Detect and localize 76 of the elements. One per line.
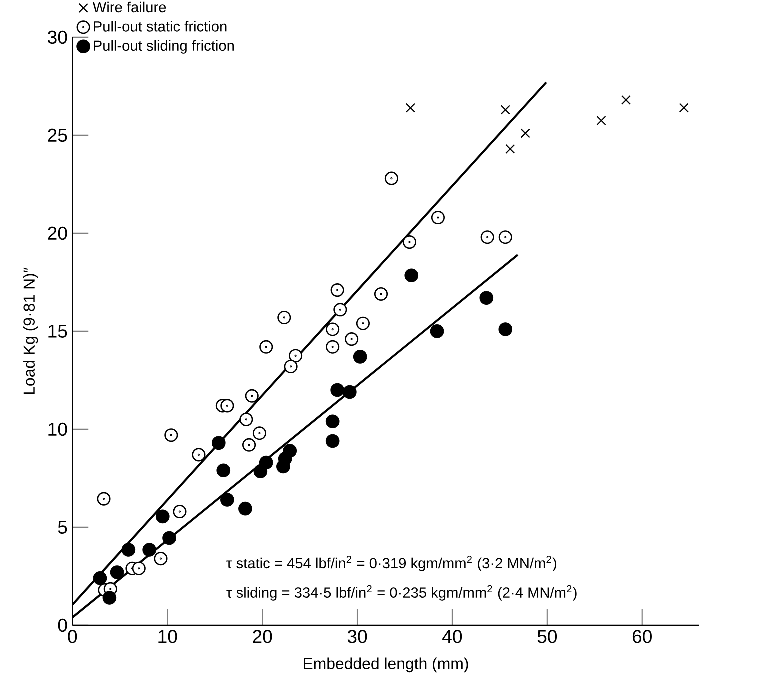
x-tick-label: 40	[442, 630, 462, 644]
point	[353, 350, 368, 364]
x-tick-label: 10	[158, 630, 178, 644]
x-tick-label: 30	[348, 630, 368, 644]
y-axis-title: Load Kg (9·81 N)″	[23, 268, 38, 394]
point	[330, 383, 344, 398]
point	[220, 493, 234, 507]
point	[431, 211, 445, 225]
y-tick-label: 10	[48, 422, 68, 436]
point	[326, 322, 340, 336]
point	[212, 436, 226, 450]
point	[283, 444, 298, 458]
point	[122, 543, 136, 557]
point	[374, 287, 388, 301]
point	[326, 434, 340, 448]
x-tick-label: 50	[538, 630, 558, 644]
point	[97, 492, 111, 506]
point	[404, 268, 419, 283]
point	[93, 572, 108, 586]
point	[406, 103, 416, 113]
point	[260, 340, 274, 354]
point	[356, 316, 370, 330]
point	[284, 360, 298, 374]
point	[142, 543, 156, 557]
point	[480, 291, 494, 306]
annotation: τ sliding = 334·5 lbf/in$^{2}$ = 0·235 kgm/mm$^{2}$ (2·4 MN/m$^{2}$)	[226, 585, 577, 601]
legend-label: Pull-out static friction	[94, 21, 227, 32]
point	[154, 552, 168, 566]
y-tick-label: 30	[48, 30, 68, 44]
y-tick-label: 5	[58, 520, 68, 534]
point	[278, 310, 292, 325]
y-tick-label: 0	[58, 618, 68, 632]
y-tick-label: 20	[48, 226, 68, 240]
point	[498, 230, 512, 244]
y-tick-label: 25	[48, 128, 68, 142]
point	[384, 172, 398, 186]
point	[334, 303, 348, 317]
point	[216, 464, 231, 478]
point	[102, 591, 117, 605]
point	[326, 340, 340, 354]
point	[132, 562, 146, 576]
point	[498, 322, 513, 336]
point	[679, 103, 689, 113]
legend-label: Wire failure	[92, 2, 166, 13]
point	[402, 236, 417, 250]
point	[506, 144, 516, 154]
x-tick-label: 20	[253, 630, 272, 644]
point	[164, 428, 178, 442]
point	[330, 284, 344, 298]
point	[240, 412, 254, 426]
point	[343, 385, 357, 400]
x-axis-title: Embedded length (mm)	[304, 658, 468, 673]
point	[173, 505, 187, 519]
point	[520, 128, 530, 138]
point	[596, 116, 606, 126]
x-tick-label: 60	[632, 630, 652, 644]
point	[192, 448, 206, 462]
point	[430, 324, 444, 338]
point	[289, 349, 303, 363]
point	[252, 426, 266, 440]
point	[259, 456, 274, 470]
annotation: τ static = 454 lbf/in$^{2}$ = 0·319 kgm/mm$^{2}$ (3·2 MN/m$^{2}$)	[226, 556, 557, 572]
point	[110, 566, 124, 580]
x-tick-label: 0	[68, 630, 78, 644]
point	[621, 95, 632, 106]
point	[480, 230, 494, 244]
point	[238, 502, 252, 516]
point	[245, 389, 259, 403]
point	[242, 438, 256, 452]
point	[220, 399, 234, 413]
point	[156, 510, 170, 524]
legend-label: Pull-out sliding friction	[94, 40, 234, 54]
point	[326, 414, 340, 429]
point	[162, 531, 176, 546]
y-tick-label: 15	[48, 324, 68, 338]
point	[500, 105, 510, 115]
